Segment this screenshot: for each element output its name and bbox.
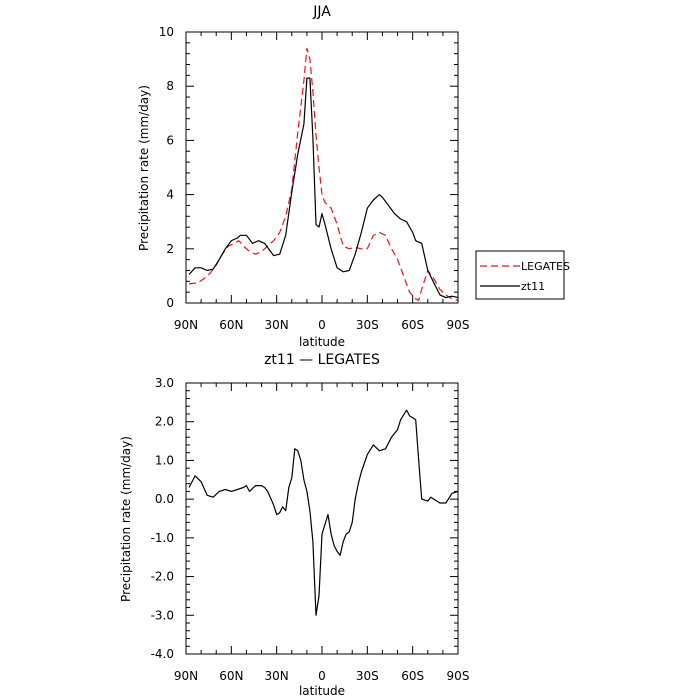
y-tick-label: 4 <box>166 188 174 202</box>
series-line-difference <box>188 409 459 616</box>
y-tick-label: 0.0 <box>155 492 174 506</box>
legend-label-legates: LEGATES <box>521 260 570 273</box>
chart-title: JJA <box>312 4 331 20</box>
panel-bottom-difference: zt11 — LEGATES 90N 60N 30N 0 30S 60S 90S 3.0 2.0… <box>119 352 469 698</box>
y-tick-label: 0 <box>166 296 174 310</box>
y-tick-label: -2.0 <box>151 570 174 584</box>
chart-title: zt11 — LEGATES <box>264 352 380 368</box>
x-axis-label: latitude <box>299 684 345 698</box>
ticks-layer: 90N 60N 30N 0 30S 60S 90S 0 2 4 6 8 10 <box>159 25 470 332</box>
x-tick-label: 60N <box>219 318 243 332</box>
y-tick-label: -1.0 <box>151 531 174 545</box>
x-tick-label: 90S <box>447 669 470 683</box>
y-axis-label: Precipitation rate (mm/day) <box>119 436 133 602</box>
x-tick-label: 30S <box>356 669 379 683</box>
legend-box <box>475 250 565 300</box>
series-line-legates <box>188 47 459 301</box>
series-line-zt11 <box>188 77 459 299</box>
y-tick-label: -4.0 <box>151 647 174 661</box>
x-tick-label: 30N <box>265 318 289 332</box>
y-tick-label: 1.0 <box>155 453 174 467</box>
x-tick-label: 90N <box>174 669 198 683</box>
series-layer <box>188 409 459 616</box>
x-tick-label: 60S <box>401 669 424 683</box>
y-tick-label: 10 <box>159 25 174 39</box>
y-tick-label: 2.0 <box>155 415 174 429</box>
y-tick-label: -3.0 <box>151 608 174 622</box>
y-tick-label: 2 <box>166 242 174 256</box>
x-tick-label: 0 <box>318 669 326 683</box>
y-axis-label: Precipitation rate (mm/day) <box>137 85 151 251</box>
legend-label-zt11: zt11 <box>521 280 545 293</box>
x-tick-label: 90S <box>447 318 470 332</box>
ticks-layer: 90N 60N 30N 0 30S 60S 90S 3.0 2.0 1.0 0.0 -1.0 -2.0 -… <box>151 376 470 683</box>
x-tick-label: 90N <box>174 318 198 332</box>
legend: LEGATES zt11 <box>475 250 570 300</box>
plot-frame <box>185 31 459 304</box>
y-tick-label: 8 <box>166 79 174 93</box>
x-tick-label: 60S <box>401 318 424 332</box>
x-tick-label: 30N <box>265 669 289 683</box>
x-tick-label: 30S <box>356 318 379 332</box>
x-axis-label: latitude <box>299 335 345 349</box>
x-tick-label: 0 <box>318 318 326 332</box>
series-layer <box>188 47 459 301</box>
y-tick-label: 3.0 <box>155 376 174 390</box>
y-tick-label: 6 <box>166 133 174 147</box>
x-tick-label: 60N <box>219 669 243 683</box>
plot-frame <box>185 382 459 655</box>
